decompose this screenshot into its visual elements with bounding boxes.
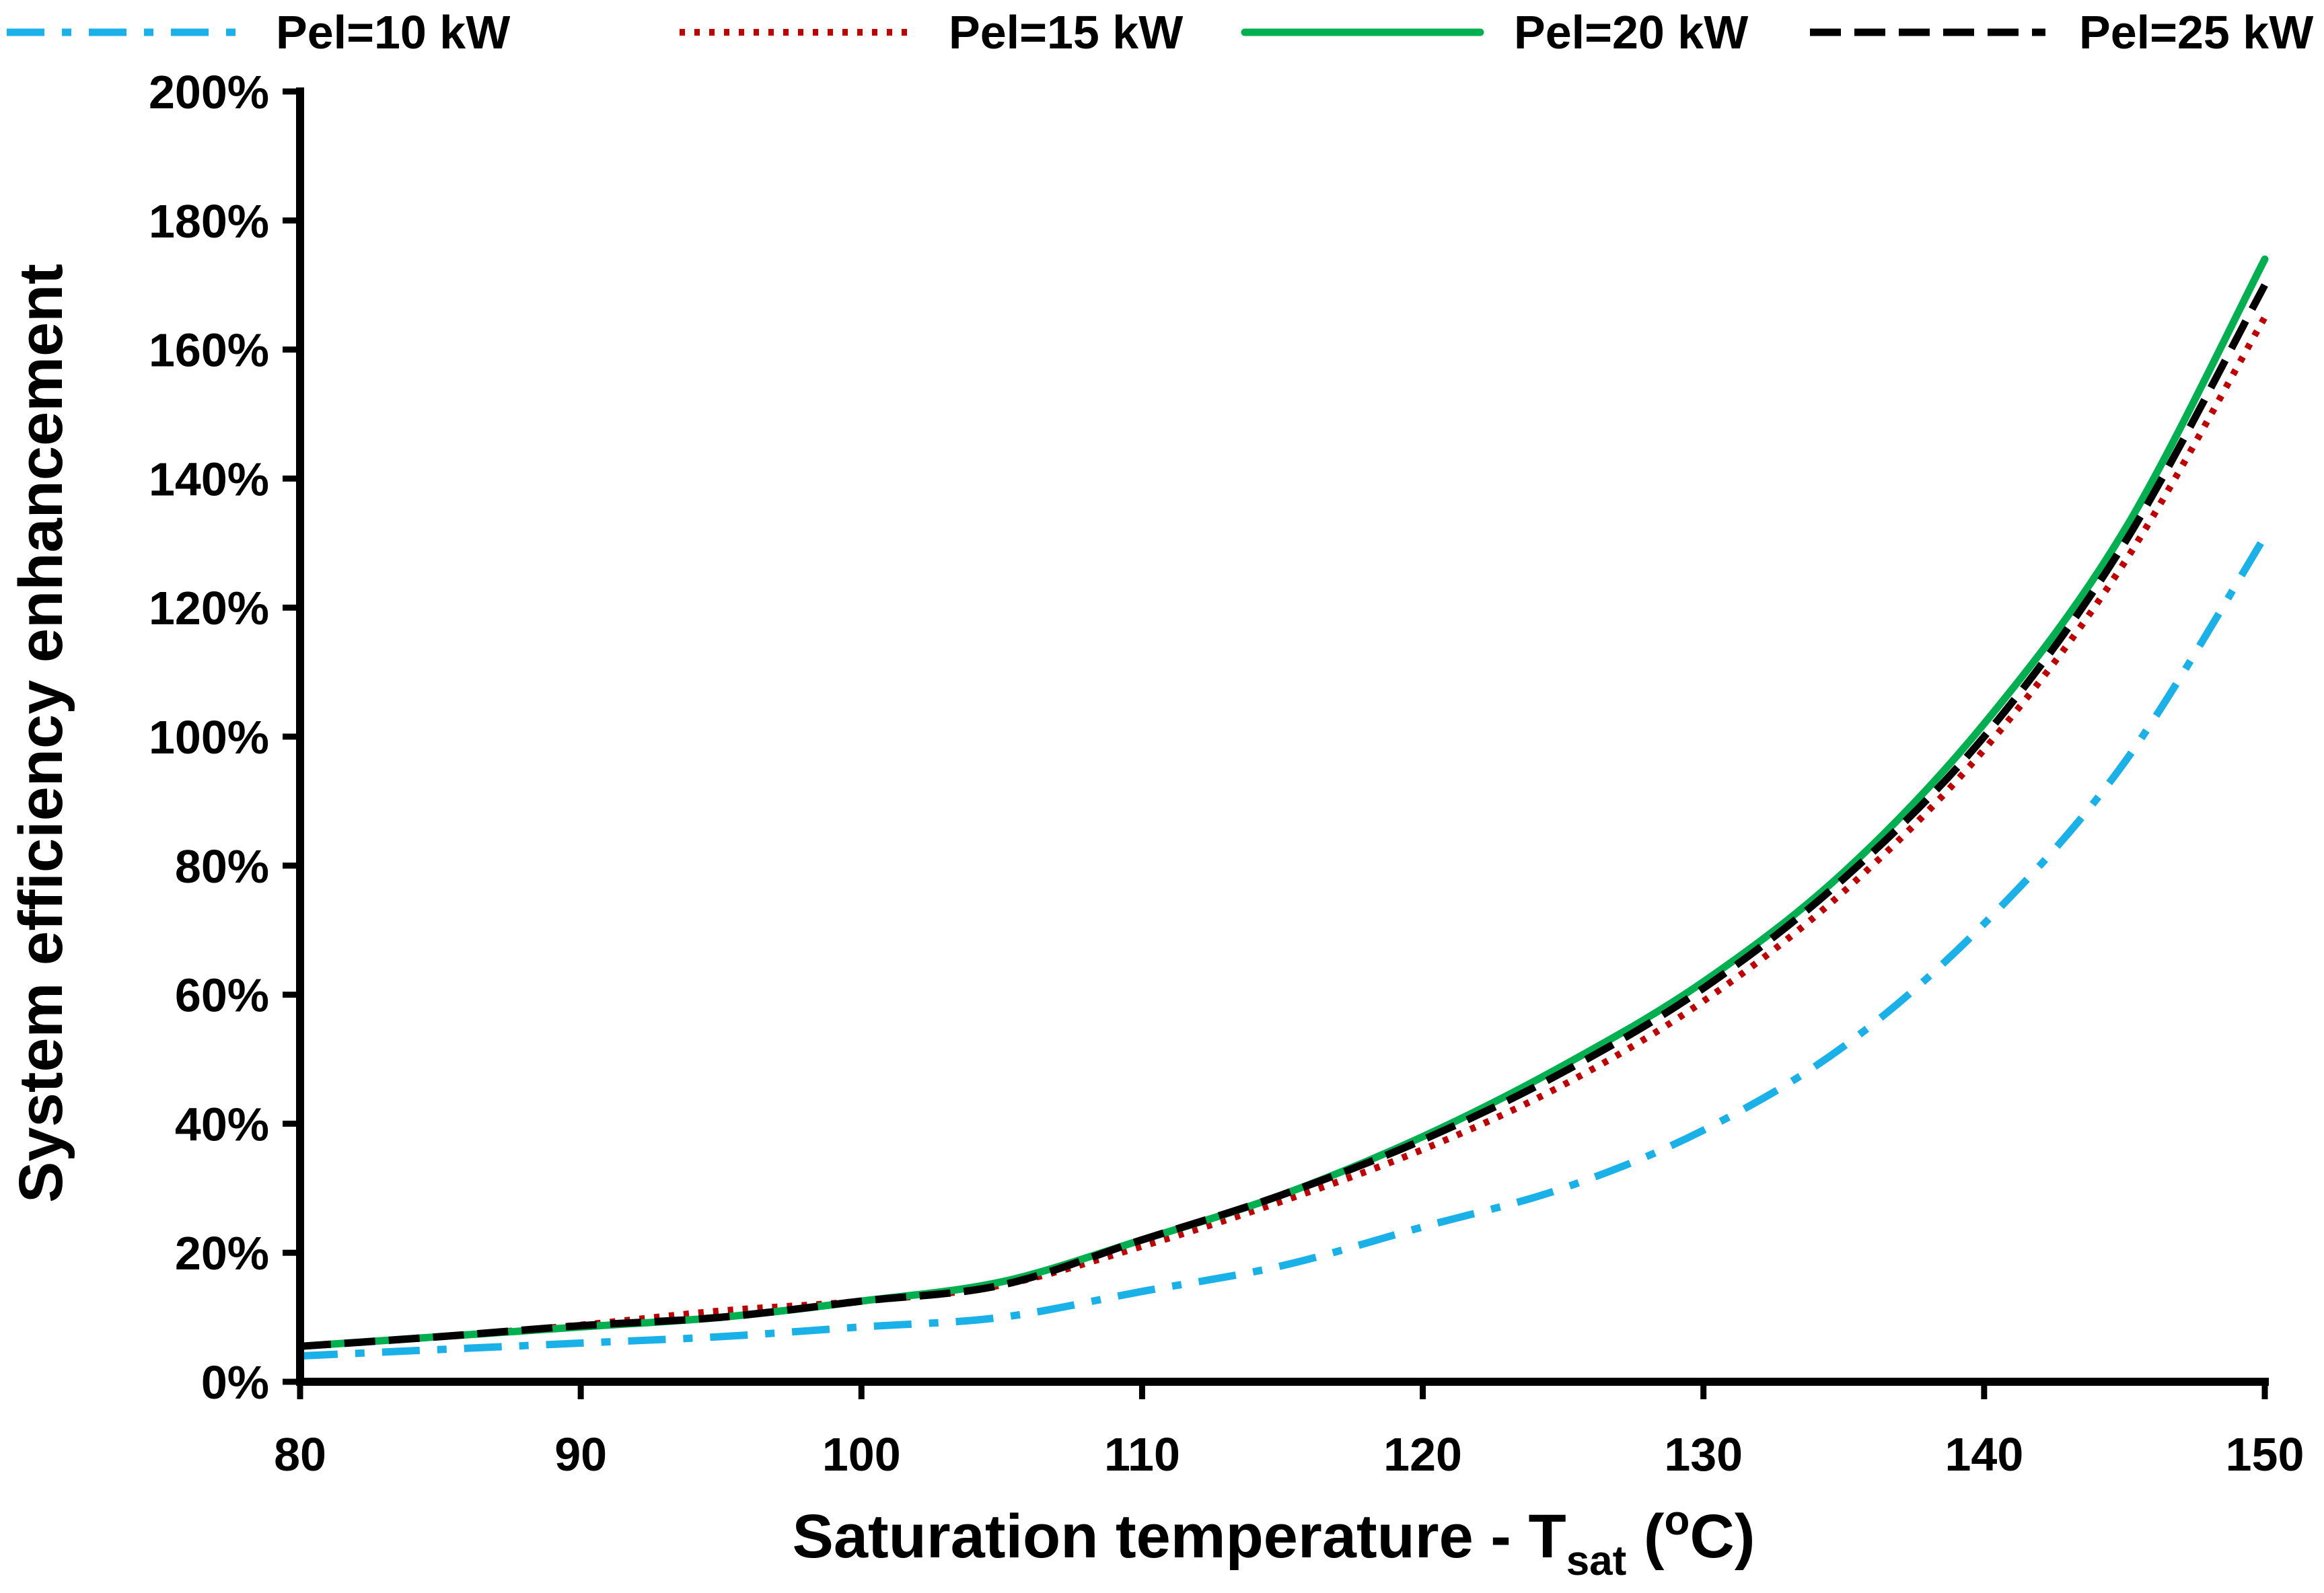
- x-tick-label: 110: [1104, 1428, 1180, 1481]
- series-line-1: [299, 534, 2268, 1360]
- x-tick-label: 80: [274, 1428, 326, 1481]
- series-line-4: [299, 283, 2268, 1350]
- series-lines: [296, 255, 2269, 1360]
- y-tick-label: 160%: [149, 324, 269, 377]
- y-axis-title: System efficiency enhancement: [7, 264, 75, 1203]
- x-tick-label: 140: [1945, 1428, 2023, 1481]
- legend: Pel=10 kW Pel=15 kW Pel=20 kW Pel=25 kW: [7, 6, 2313, 59]
- x-tick-label: 120: [1383, 1428, 1462, 1481]
- x-axis-title-unit-open: (: [1626, 1502, 1665, 1571]
- y-tick-label: 20%: [175, 1227, 269, 1280]
- legend-label-1: Pel=10 kW: [276, 6, 510, 59]
- y-tick-label: 0%: [201, 1356, 269, 1409]
- x-tick-label: 100: [822, 1428, 901, 1481]
- legend-label-4: Pel=25 kW: [2079, 6, 2313, 59]
- x-axis-title-unit-close: C): [1690, 1502, 1755, 1571]
- ticks: 0% 20% 40% 60% 80% 100% 120% 140% 160% 180% 200% 80…: [149, 66, 2304, 1481]
- x-axis-title: Saturation temperature - Tsat (oC): [793, 1497, 1755, 1584]
- x-axis-title-main: Saturation temperature - T: [793, 1502, 1566, 1571]
- y-tick-label: 200%: [149, 66, 269, 118]
- x-tick-label: 130: [1664, 1428, 1743, 1481]
- y-tick-label: 80%: [175, 840, 269, 893]
- y-tick-label: 100%: [149, 711, 269, 764]
- x-axis-title-subscript: sat: [1566, 1538, 1627, 1584]
- x-tick-label: 90: [554, 1428, 607, 1481]
- y-tick-label: 60%: [175, 969, 269, 1022]
- legend-label-2: Pel=15 kW: [949, 6, 1183, 59]
- y-tick-label: 40%: [175, 1098, 269, 1150]
- y-tick-label: 180%: [149, 195, 269, 248]
- y-tick-label: 120%: [149, 582, 269, 634]
- x-axis-title-superscript: o: [1665, 1497, 1690, 1544]
- legend-label-3: Pel=20 kW: [1514, 6, 1748, 59]
- series-line-3: [296, 255, 2269, 1350]
- x-tick-label: 150: [2226, 1428, 2304, 1481]
- y-tick-label: 140%: [149, 453, 269, 505]
